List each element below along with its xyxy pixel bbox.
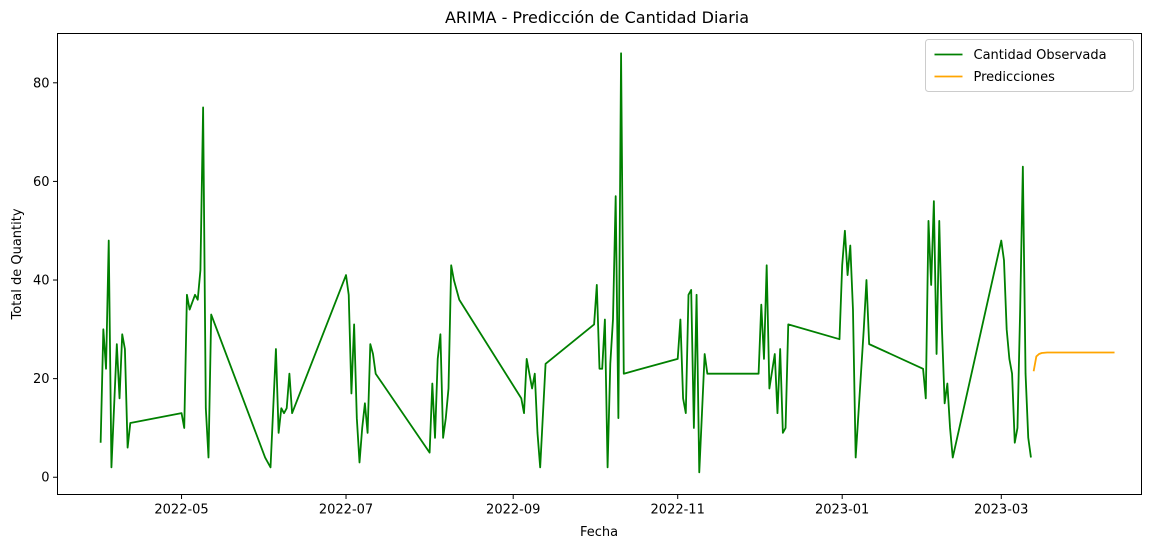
x-tick-label: 2022-05 <box>154 503 208 518</box>
x-axis-label: Fecha <box>580 525 618 540</box>
x-tick-label: 2023-03 <box>974 503 1028 518</box>
x-tick-label: 2022-11 <box>651 503 705 518</box>
y-axis-ticks: 0 20 40 60 80 <box>33 76 58 486</box>
x-tick-label: 2022-09 <box>486 503 540 518</box>
y-tick-label: 40 <box>33 274 50 289</box>
series-line-1 <box>1032 351 1115 372</box>
plot-frame <box>57 33 1142 495</box>
legend-box <box>925 39 1134 92</box>
chart-title: ARIMA - Predicción de Cantidad Diaria <box>445 8 749 27</box>
y-tick-label: 80 <box>33 76 50 91</box>
x-tick-label: 2023-01 <box>815 503 869 518</box>
y-tick-label: 60 <box>33 175 50 190</box>
y-tick-label: 20 <box>33 372 50 387</box>
legend-label-0: Cantidad Observada <box>974 48 1107 63</box>
series-line-0 <box>99 52 1032 474</box>
y-tick-label: 0 <box>41 471 49 486</box>
y-axis-label: Total de Quantity <box>10 208 25 320</box>
x-axis-ticks: 2022-05 2022-07 2022-09 2022-11 2023-01 2023-… <box>154 494 1028 518</box>
plot-lines <box>99 52 1115 474</box>
x-tick-label: 2022-07 <box>319 503 373 518</box>
legend: Cantidad Observada Predicciones <box>925 39 1134 92</box>
legend-label-1: Predicciones <box>974 70 1056 85</box>
